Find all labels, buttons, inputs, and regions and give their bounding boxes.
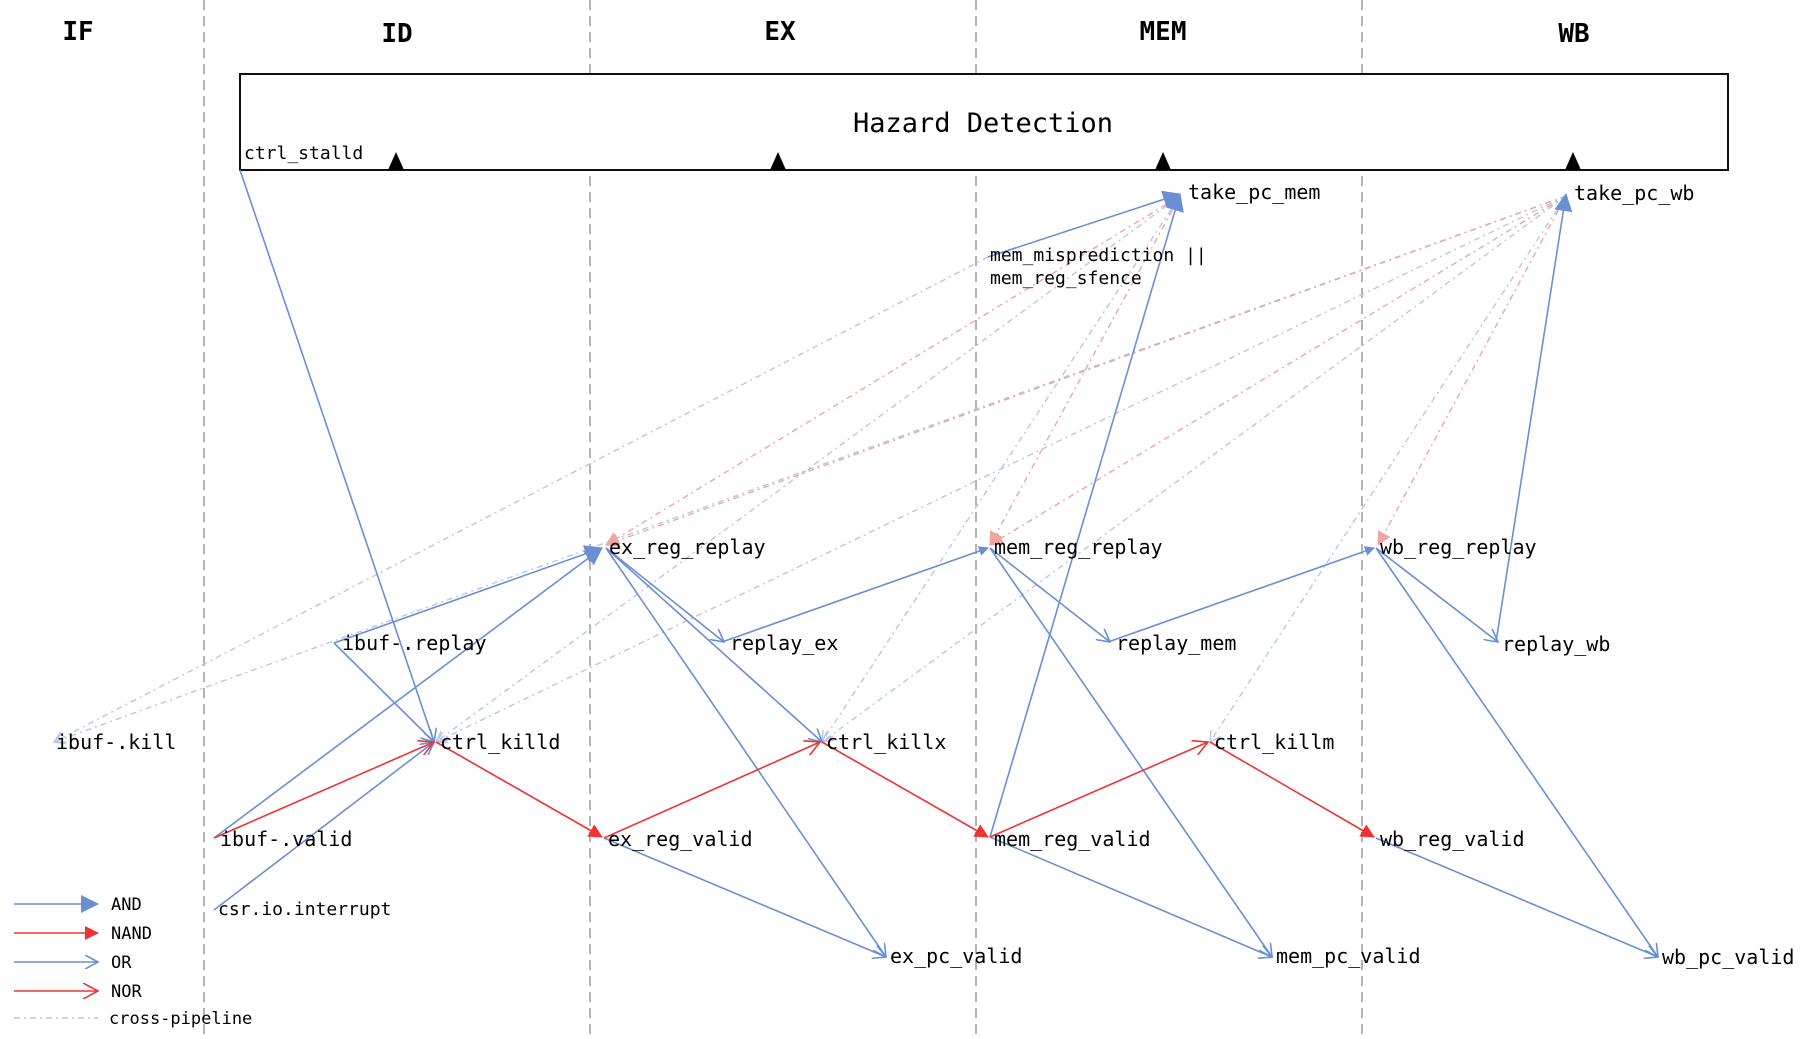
legend-item-nor: NOR: [14, 982, 142, 1002]
hazard-port-wb: [1565, 152, 1581, 170]
edge-ex-replay-to-replay-ex: [605, 547, 724, 642]
legend-item-nand: NAND: [14, 924, 152, 944]
stage-headers: IF ID EX MEM WB: [62, 17, 1589, 49]
node-mem-reg-replay: mem_reg_replay: [994, 535, 1163, 559]
hazard-port-ex: [770, 152, 786, 170]
edge-wb-valid-to-wb-pc-valid: [1375, 837, 1658, 957]
edge-wb-replay-to-replay-wb: [1375, 547, 1498, 642]
edge-mispred-to-take-pc-mem: [987, 190, 1181, 258]
node-csr-interrupt: csr.io.interrupt: [218, 899, 391, 920]
and-edges: [213, 190, 1573, 839]
node-wb-reg-valid: wb_reg_valid: [1380, 827, 1525, 851]
node-ex-reg-replay: ex_reg_replay: [609, 535, 766, 559]
legend-label-cross: cross-pipeline: [109, 1009, 252, 1029]
hazard-port-id: [388, 152, 404, 170]
edge-replay-ex-to-mem-replay: [721, 546, 989, 643]
edge-ex-valid-to-ex-pc-valid: [603, 837, 886, 957]
node-mem-pc-valid: mem_pc_valid: [1276, 944, 1421, 968]
edge-ex-valid-to-killx: [603, 742, 820, 839]
legend-label-and: AND: [111, 895, 142, 915]
legend-item-or: OR: [14, 953, 132, 973]
edge-wb-to-ex-replay: [605, 195, 1567, 548]
stage-mem: MEM: [1140, 17, 1187, 47]
hazard-detection-unit: Hazard Detection ctrl_stalld: [239, 73, 1729, 171]
edge-killd-to-ex-valid: [435, 741, 603, 838]
ctrl-stalld-label: ctrl_stalld: [244, 143, 363, 164]
legend: AND NAND OR NOR cross-pipeline: [14, 895, 252, 1029]
node-ibuf-replay: ibuf-.replay: [342, 631, 487, 655]
stage-dividers: [203, 0, 1363, 1039]
edge-ex-replay-to-killx: [605, 547, 822, 742]
legend-item-and: AND: [14, 895, 142, 915]
node-mem-reg-sfence: mem_reg_sfence: [990, 268, 1142, 289]
node-replay-ex: replay_ex: [730, 631, 838, 655]
edge-replay-mem-to-wb-replay: [1107, 546, 1375, 643]
node-ctrl-killd: ctrl_killd: [440, 730, 560, 754]
edge-killx-to-mem-valid: [821, 741, 989, 838]
cross-pipeline-edges: [54, 195, 1567, 742]
node-ibuf-valid: ibuf-.valid: [220, 827, 352, 851]
node-ctrl-killm: ctrl_killm: [1214, 730, 1334, 754]
edge-wb-to-killd: [436, 195, 1567, 742]
node-take-pc-mem: take_pc_mem: [1188, 180, 1320, 204]
edge-mem-valid-to-killm: [989, 742, 1208, 838]
edge-ibuf-replay-to-ex-replay: [333, 545, 603, 644]
hazard-detection-title: Hazard Detection: [853, 108, 1113, 139]
edge-wb-replay-to-wb-pc-valid: [1375, 547, 1658, 957]
legend-label-or: OR: [111, 953, 132, 973]
edge-ex-replay-to-ex-pc-valid: [605, 547, 886, 957]
node-ibuf-kill: ibuf-.kill: [56, 730, 176, 754]
legend-item-cross: cross-pipeline: [14, 1009, 252, 1029]
edge-ibuf-valid-to-ex-replay: [213, 547, 603, 839]
edge-mem-to-mem-replay: [989, 195, 1181, 546]
hazard-detection-box: [239, 73, 1729, 171]
node-labels: take_pc_mem take_pc_wb mem_misprediction…: [56, 180, 1794, 969]
edge-mem-valid-to-mem-pc-valid: [989, 836, 1272, 957]
edge-wb-to-mem-replay: [989, 195, 1567, 546]
hazard-port-mem: [1155, 152, 1171, 170]
stage-wb: WB: [1558, 19, 1589, 49]
or-edges: [213, 169, 1658, 957]
edge-stalld-to-killd: [239, 169, 434, 742]
edge-wb-to-wb-replay: [1377, 195, 1567, 546]
edge-mem-to-killx: [822, 195, 1181, 742]
edge-mem-replay-to-replay-mem: [989, 547, 1110, 642]
stage-id: ID: [381, 19, 412, 49]
node-ex-pc-valid: ex_pc_valid: [890, 944, 1022, 968]
node-replay-wb: replay_wb: [1502, 632, 1610, 656]
node-take-pc-wb: take_pc_wb: [1574, 181, 1694, 205]
edge-mem-to-killd: [436, 195, 1181, 742]
edge-mem-valid-to-take-pc-mem: [989, 193, 1184, 838]
stage-ex: EX: [764, 17, 796, 47]
edge-killm-to-wb-valid: [1209, 741, 1375, 838]
node-ex-reg-valid: ex_reg_valid: [608, 827, 753, 851]
edge-mem-to-ibuf-kill: [54, 256, 989, 742]
nand-nor-edges: [213, 741, 1375, 839]
node-wb-reg-replay: wb_reg_replay: [1380, 535, 1537, 559]
edge-mem-replay-to-mem-pc-valid: [989, 547, 1272, 957]
edge-ibuf-replay-to-killd: [333, 642, 434, 742]
node-ctrl-killx: ctrl_killx: [826, 730, 946, 754]
edge-interrupt-to-killd: [213, 742, 434, 911]
node-mem-misprediction: mem_misprediction ||: [990, 245, 1207, 266]
node-wb-pc-valid: wb_pc_valid: [1662, 945, 1794, 969]
edge-replay-wb-to-take-pc-wb: [1495, 193, 1573, 643]
edge-wb-to-killm: [1210, 195, 1567, 742]
stage-if: IF: [62, 17, 93, 47]
legend-label-nand: NAND: [111, 924, 152, 944]
node-mem-reg-valid: mem_reg_valid: [994, 827, 1151, 851]
edge-ibuf-valid-to-killd: [213, 742, 434, 839]
node-replay-mem: replay_mem: [1116, 631, 1236, 655]
edge-wb-to-killx: [822, 195, 1567, 742]
legend-label-nor: NOR: [111, 982, 142, 1002]
